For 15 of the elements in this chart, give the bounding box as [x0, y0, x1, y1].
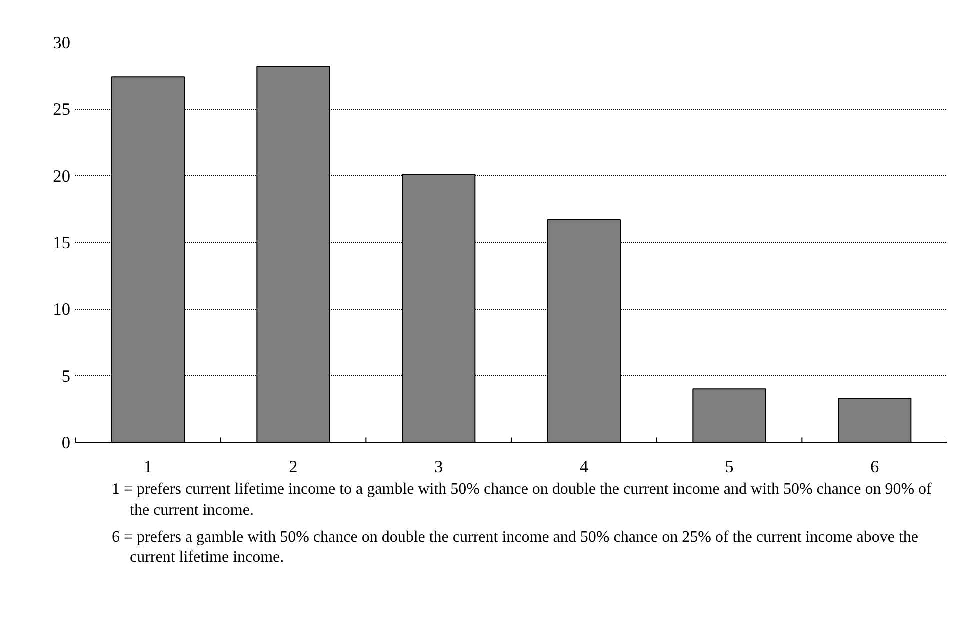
y-tick-label: 20	[53, 166, 70, 186]
y-tick-label: 15	[53, 234, 70, 252]
x-tick-label: 1	[144, 458, 153, 476]
text: 1 = prefers current lifetime income to a gamble with 50% chance on double the current income and with 50% chance on 90% of the current income.	[112, 480, 933, 521]
y-tick-label: 0	[62, 434, 71, 452]
y-tick-label: 5	[62, 366, 71, 386]
x-tick-label: 2	[289, 458, 298, 476]
x-tick-label: 4	[580, 458, 589, 476]
y-tick-label: 10	[53, 300, 70, 320]
y-tick-label: 25	[53, 100, 70, 120]
x-tick-label: 3	[434, 458, 444, 476]
x-tick-label: 6	[870, 458, 880, 476]
text: 6 = prefers a gamble with 50% chance on double the current income and 50% chance on 25% of the current income above the current lifetime income.	[112, 528, 920, 568]
y-tick-label: 30	[53, 34, 70, 52]
x-tick-label: 5	[725, 458, 734, 476]
